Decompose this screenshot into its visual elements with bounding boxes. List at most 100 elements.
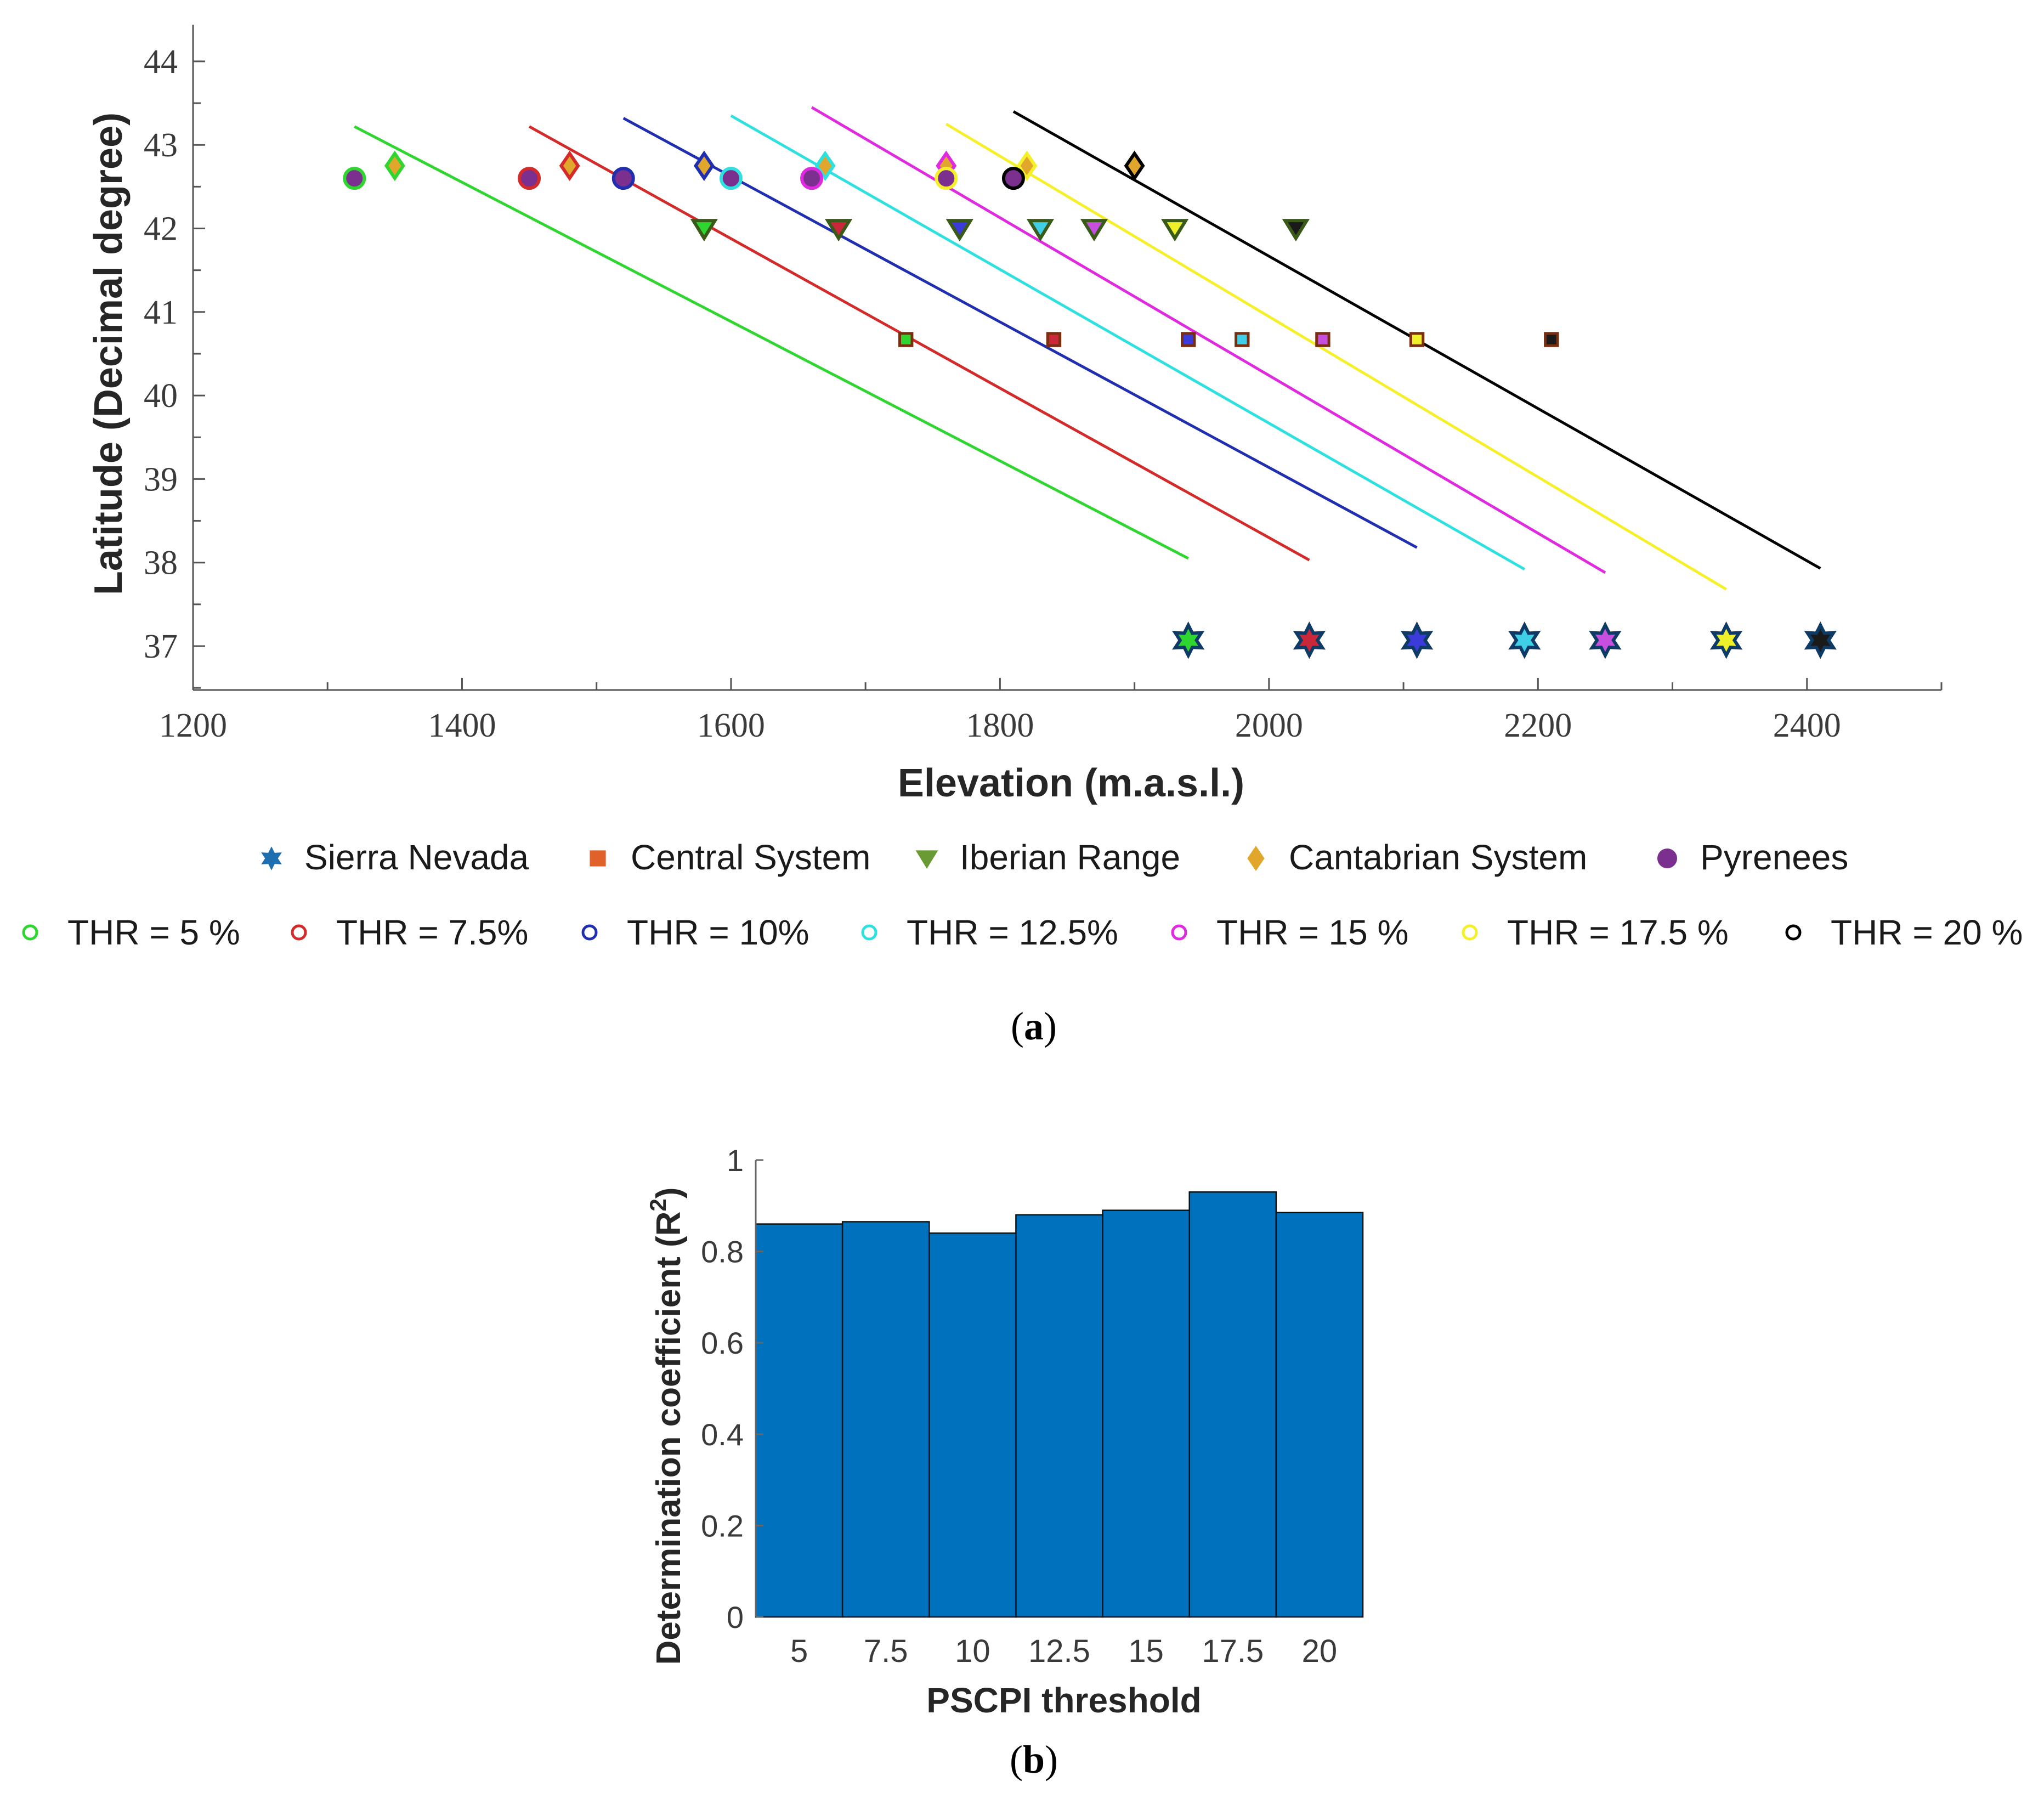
- panel-a-points: [343, 150, 1837, 659]
- point-central-system-thr-12-5: [1235, 332, 1250, 347]
- x-tick-label: 1400: [428, 707, 496, 744]
- legend-marker-thr-20: [1785, 924, 1802, 941]
- caption-b: (b): [1010, 1738, 1058, 1781]
- y-tick-label: 37: [144, 628, 178, 665]
- panel-a: 1200 1400 1600 1800 2000 2200 2400 37 38 39 40 41 4…: [22, 25, 2023, 952]
- bar-7-5: [841, 1221, 930, 1618]
- legend-label-thr-10: THR = 10%: [627, 913, 809, 952]
- point-pyrenees-thr-20: [1001, 167, 1025, 190]
- fit-line-thr-17-5: [945, 122, 1727, 591]
- x-tick-label: 1200: [159, 707, 227, 744]
- panel-b-y-tick-label: 0: [727, 1600, 744, 1634]
- legend-label-iberian-range: Iberian Range: [960, 838, 1180, 877]
- fit-line-thr-10: [622, 117, 1418, 549]
- legend-label-thr-5: THR = 5 %: [67, 913, 240, 952]
- panel-b-x-axis-label: PSCPI threshold: [926, 1681, 1201, 1720]
- point-central-system-thr-10: [1181, 332, 1196, 347]
- panel-b-y-tick-label: 0.2: [701, 1508, 744, 1543]
- point-iberian-range-thr-5: [690, 219, 718, 242]
- point-sierra-nevada-thr-20: [1804, 621, 1837, 659]
- x-tick-label: 2400: [1773, 707, 1841, 744]
- legend-marker-thr-12-5: [861, 924, 877, 941]
- bar-5: [755, 1223, 843, 1618]
- legend-marker-sierra-nevada: [261, 846, 282, 870]
- legend-label-thr-15: THR = 15 %: [1216, 913, 1408, 952]
- legend-label-pyrenees: Pyrenees: [1700, 838, 1848, 877]
- panel-b-y-tick-label: 0.6: [701, 1326, 744, 1360]
- legend-marker-thr-17-5: [1462, 924, 1478, 941]
- y-tick-label: 42: [144, 211, 178, 248]
- point-central-system-thr-5: [898, 332, 914, 347]
- point-pyrenees-thr-7-5: [518, 167, 541, 190]
- bar-17-5: [1188, 1191, 1277, 1618]
- panel-b-x-tick-labels: 5 7.5 10 12.5 15 17.5 20: [790, 1633, 1337, 1669]
- bar-12-5: [1015, 1214, 1103, 1618]
- bar-10: [928, 1232, 1017, 1618]
- panel-b-y-tick-label: 0.4: [701, 1417, 744, 1452]
- panel-b-x-tick-label: 12.5: [1028, 1633, 1090, 1669]
- legend-marker-iberian-range: [915, 850, 938, 869]
- panel-b-bars: [755, 1191, 1364, 1618]
- panel-b-x-tick-label: 20: [1302, 1633, 1338, 1669]
- fit-line-thr-5: [354, 125, 1189, 560]
- panel-b-y-tick-label: 0.8: [701, 1235, 744, 1269]
- point-sierra-nevada-thr-15: [1589, 621, 1622, 659]
- point-sierra-nevada-thr-12-5: [1508, 621, 1541, 659]
- legend-ranges: Sierra Nevada Central System Iberian Range…: [261, 838, 1848, 877]
- x-tick-label: 1800: [966, 707, 1034, 744]
- legend-thresholds: THR = 5 % THR = 7.5% THR = 10% THR = 12.5% T…: [22, 913, 2023, 952]
- legend-marker-thr-15: [1171, 924, 1187, 941]
- point-iberian-range-thr-12-5: [1026, 219, 1055, 242]
- panel-a-y-tick-labels: 37 38 39 40 41 42 43 44: [144, 43, 178, 665]
- point-pyrenees-thr-10: [611, 167, 635, 190]
- y-tick-label: 43: [144, 127, 178, 164]
- legend-marker-pyrenees: [1657, 849, 1677, 868]
- panel-a-x-tick-labels: 1200 1400 1600 1800 2000 2200 2400: [159, 707, 1841, 744]
- fit-line-thr-7-5: [528, 125, 1310, 562]
- y-tick-label: 40: [144, 377, 178, 415]
- point-iberian-range-thr-17-5: [1161, 219, 1189, 242]
- legend-label-cantabrian-system: Cantabrian System: [1289, 838, 1587, 877]
- bar-15: [1102, 1209, 1190, 1618]
- point-iberian-range-thr-20: [1282, 219, 1310, 242]
- panel-b-x-tick-label: 17.5: [1202, 1633, 1264, 1669]
- legend-marker-thr-10: [581, 924, 598, 941]
- panel-a-y-axis-label: Latitude (Decimal degree): [87, 112, 131, 595]
- y-tick-label: 44: [144, 43, 178, 81]
- panel-b-y-tick-labels: 0 0.2 0.4 0.6 0.8 1: [701, 1143, 744, 1634]
- point-pyrenees-thr-5: [343, 167, 366, 190]
- legend-label-thr-7-5: THR = 7.5%: [336, 913, 528, 952]
- legend-label-thr-17-5: THR = 17.5 %: [1507, 913, 1729, 952]
- point-pyrenees-thr-17-5: [935, 167, 958, 190]
- panel-b-x-tick-label: 10: [955, 1633, 990, 1669]
- point-central-system-thr-7-5: [1046, 332, 1062, 347]
- point-cantabrian-system-thr-7-5: [559, 150, 580, 182]
- point-pyrenees-thr-15: [800, 167, 824, 190]
- point-cantabrian-system-thr-20: [1124, 150, 1145, 182]
- panel-a-fit-lines: [354, 106, 1821, 591]
- legend-marker-thr-7-5: [291, 924, 307, 941]
- panel-b: 5 7.5 10 12.5 15 17.5 20 0 0.2 0.4 0.6 0.8 1 PSCPI …: [645, 1143, 1364, 1720]
- legend-marker-cantabrian-system: [1247, 845, 1265, 872]
- panel-a-axes: [192, 25, 1943, 691]
- point-central-system-thr-17-5: [1409, 332, 1425, 347]
- panel-a-x-axis-label: Elevation (m.a.s.l.): [898, 761, 1244, 805]
- panel-b-x-tick-label: 15: [1128, 1633, 1164, 1669]
- point-central-system-thr-20: [1544, 332, 1559, 347]
- y-tick-label: 41: [144, 294, 178, 331]
- point-iberian-range-thr-10: [945, 219, 973, 242]
- legend-marker-central-system: [590, 850, 606, 867]
- point-sierra-nevada-thr-17-5: [1709, 621, 1743, 659]
- x-tick-label: 2200: [1504, 707, 1572, 744]
- point-pyrenees-thr-12-5: [719, 167, 743, 190]
- point-cantabrian-system-thr-5: [384, 150, 405, 182]
- fit-line-thr-12-5: [730, 114, 1526, 571]
- legend-marker-thr-5: [22, 924, 38, 941]
- panel-b-y-tick-label: 1: [727, 1143, 744, 1178]
- y-tick-label: 39: [144, 461, 178, 498]
- point-cantabrian-system-thr-10: [693, 150, 715, 182]
- legend-label-thr-20: THR = 20 %: [1831, 913, 2023, 952]
- point-sierra-nevada-thr-7-5: [1293, 621, 1326, 659]
- point-central-system-thr-15: [1315, 332, 1330, 347]
- point-iberian-range-thr-7-5: [824, 219, 853, 242]
